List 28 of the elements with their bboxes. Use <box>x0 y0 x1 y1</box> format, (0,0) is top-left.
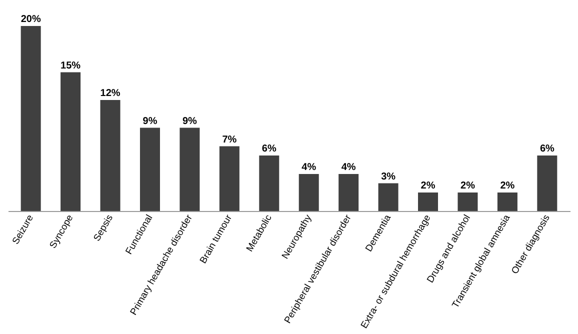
data-label: 6% <box>540 144 554 154</box>
bar <box>378 183 398 211</box>
data-label: 9% <box>182 116 198 127</box>
data-label: 3% <box>381 171 396 182</box>
data-label: 2% <box>500 180 515 192</box>
data-label: 7% <box>222 134 237 146</box>
bar <box>259 156 280 211</box>
data-label: 4% <box>341 162 356 173</box>
bar <box>140 128 160 211</box>
data-label: 9% <box>142 116 158 127</box>
data-label: 6% <box>262 144 276 154</box>
bar <box>180 128 200 211</box>
bar <box>219 146 240 211</box>
data-label: 15% <box>60 60 81 72</box>
bar <box>100 100 120 211</box>
bar <box>338 174 359 211</box>
data-label: 12% <box>100 88 120 99</box>
bar <box>298 174 319 211</box>
bar <box>497 192 518 211</box>
data-label: 2% <box>460 180 476 192</box>
bar <box>20 26 41 211</box>
data-label: 2% <box>420 180 436 192</box>
data-label: 4% <box>302 162 316 173</box>
bar <box>458 192 478 211</box>
data-label: 20% <box>20 14 41 25</box>
bar <box>418 192 438 211</box>
bar <box>537 156 558 211</box>
bar <box>60 72 81 211</box>
